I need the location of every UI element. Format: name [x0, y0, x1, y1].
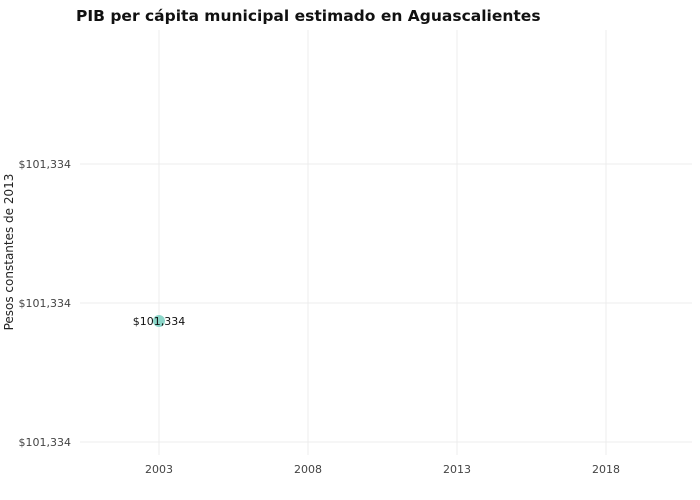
y-tick-label: $101,334	[19, 436, 72, 449]
x-tick-label: 2018	[592, 463, 620, 476]
data-label: $101,334	[133, 315, 186, 328]
data-point	[153, 315, 165, 327]
y-tick-label: $101,334	[19, 158, 72, 171]
chart-title: PIB per cápita municipal estimado en Agu…	[76, 7, 541, 25]
y-tick-label: $101,334	[19, 297, 72, 310]
x-tick-label: 2013	[443, 463, 471, 476]
x-tick-label: 2008	[294, 463, 322, 476]
x-tick-label: 2003	[145, 463, 173, 476]
